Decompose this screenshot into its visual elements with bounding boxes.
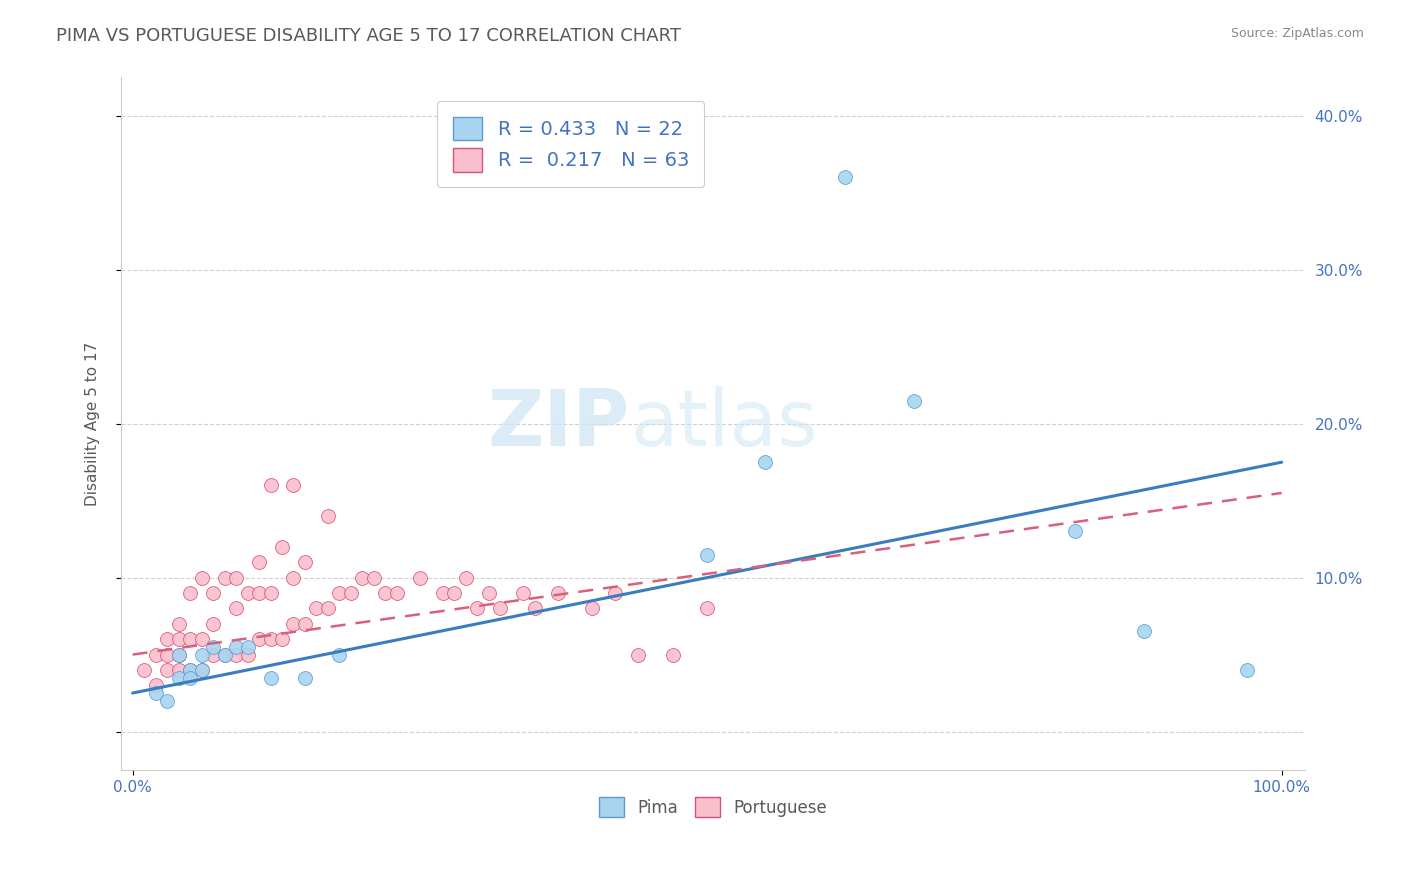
Point — [167, 616, 190, 631]
Point — [1236, 663, 1258, 677]
Point — [167, 671, 190, 685]
Point — [236, 640, 259, 654]
Point — [328, 586, 350, 600]
Point — [236, 586, 259, 600]
Point — [214, 648, 236, 662]
Point — [363, 571, 385, 585]
Point — [202, 616, 225, 631]
Point — [512, 586, 534, 600]
Point — [190, 663, 212, 677]
Point — [283, 478, 305, 492]
Point — [202, 586, 225, 600]
Point — [225, 648, 247, 662]
Point — [179, 671, 201, 685]
Point — [190, 632, 212, 647]
Point — [409, 571, 432, 585]
Point — [271, 540, 294, 554]
Point — [374, 586, 396, 600]
Point — [271, 632, 294, 647]
Point — [179, 632, 201, 647]
Point — [581, 601, 603, 615]
Text: ZIP: ZIP — [488, 385, 630, 462]
Point — [283, 616, 305, 631]
Point — [214, 648, 236, 662]
Point — [283, 571, 305, 585]
Y-axis label: Disability Age 5 to 17: Disability Age 5 to 17 — [86, 342, 100, 506]
Point — [167, 663, 190, 677]
Point — [294, 555, 316, 569]
Point — [294, 616, 316, 631]
Point — [225, 571, 247, 585]
Point — [167, 632, 190, 647]
Point — [190, 663, 212, 677]
Point — [489, 601, 512, 615]
Point — [294, 671, 316, 685]
Point — [156, 663, 179, 677]
Point — [432, 586, 454, 600]
Text: Source: ZipAtlas.com: Source: ZipAtlas.com — [1230, 27, 1364, 40]
Point — [132, 663, 155, 677]
Point — [145, 686, 167, 700]
Point — [225, 640, 247, 654]
Point — [259, 586, 281, 600]
Point — [214, 571, 236, 585]
Point — [247, 586, 270, 600]
Point — [259, 671, 281, 685]
Point — [696, 601, 718, 615]
Point — [328, 648, 350, 662]
Point — [156, 632, 179, 647]
Point — [754, 455, 776, 469]
Point — [454, 571, 477, 585]
Point — [547, 586, 569, 600]
Point — [834, 170, 856, 185]
Point — [156, 694, 179, 708]
Legend: Pima, Portuguese: Pima, Portuguese — [592, 790, 834, 824]
Point — [247, 555, 270, 569]
Point — [696, 548, 718, 562]
Point — [1063, 524, 1085, 539]
Point — [1133, 624, 1156, 639]
Point — [202, 648, 225, 662]
Point — [202, 640, 225, 654]
Text: atlas: atlas — [630, 385, 817, 462]
Point — [259, 478, 281, 492]
Point — [179, 586, 201, 600]
Point — [225, 601, 247, 615]
Point — [316, 601, 339, 615]
Point — [145, 648, 167, 662]
Point — [340, 586, 363, 600]
Point — [467, 601, 489, 615]
Point — [605, 586, 627, 600]
Point — [903, 393, 925, 408]
Point — [190, 648, 212, 662]
Point — [478, 586, 501, 600]
Point — [145, 678, 167, 692]
Point — [627, 648, 650, 662]
Point — [236, 648, 259, 662]
Point — [385, 586, 408, 600]
Point — [190, 571, 212, 585]
Point — [259, 632, 281, 647]
Text: PIMA VS PORTUGUESE DISABILITY AGE 5 TO 17 CORRELATION CHART: PIMA VS PORTUGUESE DISABILITY AGE 5 TO 1… — [56, 27, 682, 45]
Point — [247, 632, 270, 647]
Point — [316, 509, 339, 524]
Point — [179, 663, 201, 677]
Point — [305, 601, 328, 615]
Point — [523, 601, 546, 615]
Point — [179, 663, 201, 677]
Point — [352, 571, 374, 585]
Point — [167, 648, 190, 662]
Point — [661, 648, 683, 662]
Point — [167, 648, 190, 662]
Point — [443, 586, 465, 600]
Point — [156, 648, 179, 662]
